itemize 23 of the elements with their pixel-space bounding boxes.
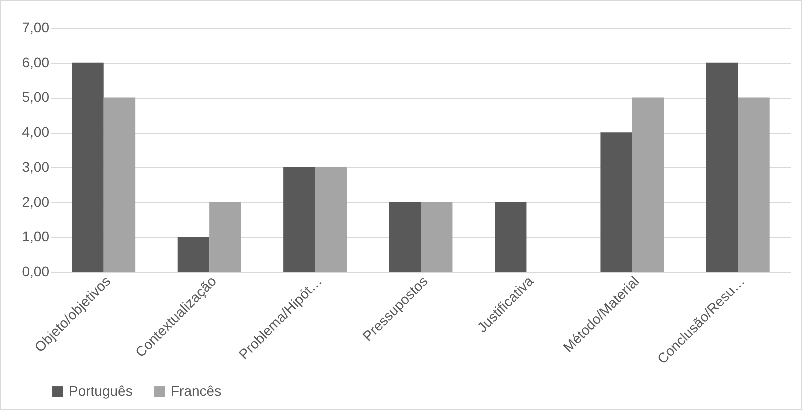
bar — [72, 62, 104, 272]
y-tick-label: 2,00 — [22, 194, 50, 210]
bar — [738, 98, 770, 272]
y-tick-label: 5,00 — [22, 89, 50, 106]
bar — [600, 132, 632, 272]
bar — [421, 202, 453, 272]
bar — [178, 237, 210, 272]
y-tick-label: 1,00 — [22, 228, 50, 245]
y-tick-label: 0,00 — [22, 264, 50, 280]
y-tick-label: 6,00 — [22, 54, 50, 70]
bar — [389, 202, 421, 272]
bar — [104, 98, 136, 272]
bar — [210, 202, 242, 272]
bar — [632, 98, 664, 272]
bar — [315, 167, 347, 272]
legend-label: Português — [69, 383, 133, 399]
bar — [284, 167, 316, 272]
y-tick-label: 4,00 — [22, 124, 50, 140]
bar — [706, 62, 738, 272]
bar — [495, 202, 527, 272]
y-tick-label: 7,00 — [22, 20, 50, 36]
legend-label: Francês — [171, 383, 222, 399]
y-tick-label: 3,00 — [22, 158, 50, 175]
